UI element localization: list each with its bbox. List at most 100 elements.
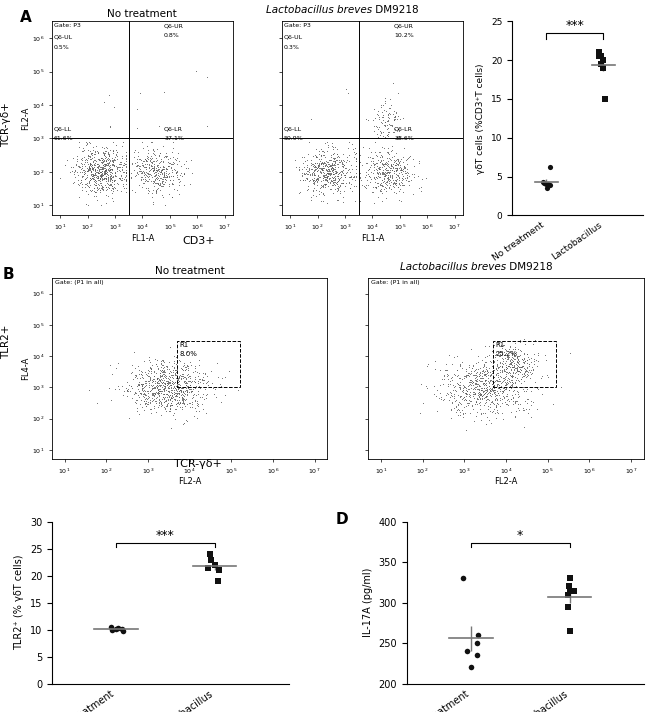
Point <box>153 157 164 168</box>
Point <box>138 167 149 179</box>
Point <box>510 346 521 357</box>
Point <box>113 161 124 172</box>
Point <box>337 148 348 159</box>
Point <box>157 377 168 389</box>
Point <box>144 164 155 176</box>
Point <box>332 170 342 182</box>
Point <box>153 150 164 162</box>
Point <box>155 385 166 397</box>
Point <box>401 172 411 184</box>
Point <box>315 155 325 167</box>
Point <box>103 169 113 181</box>
Point <box>324 169 335 180</box>
Point <box>493 372 503 383</box>
Point <box>506 372 517 383</box>
Point <box>89 169 99 181</box>
Point <box>313 170 324 182</box>
Point <box>172 167 182 179</box>
Point <box>394 179 404 190</box>
Point <box>455 390 465 402</box>
Point <box>332 148 343 159</box>
Point <box>203 375 213 387</box>
Point <box>109 175 119 187</box>
Point <box>376 149 386 160</box>
Point <box>159 199 170 211</box>
Point <box>324 160 335 172</box>
Point <box>160 370 170 381</box>
Point <box>163 389 174 401</box>
Point <box>109 167 120 178</box>
Point <box>383 115 393 127</box>
Point <box>93 162 103 174</box>
Point <box>144 159 154 170</box>
Point <box>159 388 169 399</box>
Point <box>491 358 502 370</box>
Text: Gate: (P1 in all): Gate: (P1 in all) <box>55 280 103 285</box>
Point <box>480 357 490 368</box>
Point <box>161 375 172 387</box>
Point <box>491 401 501 412</box>
Point <box>80 174 90 185</box>
Point <box>300 174 310 185</box>
Point <box>513 387 523 398</box>
Point <box>471 367 482 378</box>
Point <box>519 370 529 382</box>
Point <box>373 162 384 173</box>
Point <box>84 162 95 174</box>
Point <box>507 377 517 388</box>
Point <box>99 166 109 177</box>
Point <box>354 151 364 162</box>
Point <box>322 174 332 186</box>
Point <box>311 151 321 162</box>
Point <box>340 171 350 182</box>
Point <box>350 195 360 206</box>
Point <box>291 162 301 173</box>
Point <box>172 158 182 169</box>
Point <box>332 143 342 155</box>
Point <box>298 168 309 179</box>
Point <box>480 384 490 396</box>
Point <box>513 350 523 361</box>
Point <box>316 153 326 164</box>
Point <box>322 162 333 173</box>
Point <box>370 174 380 185</box>
Point <box>138 165 148 177</box>
Point <box>498 385 508 397</box>
Point <box>178 399 188 410</box>
Text: 0.5%: 0.5% <box>54 45 70 50</box>
Point <box>168 365 178 376</box>
Point <box>398 112 408 123</box>
Point <box>175 384 185 395</box>
Point <box>491 346 501 357</box>
Point <box>121 150 131 161</box>
Point <box>83 169 93 180</box>
Point <box>315 172 326 183</box>
Point <box>393 181 403 192</box>
Point <box>109 159 120 171</box>
Point <box>383 164 393 176</box>
Point <box>328 187 338 199</box>
Point <box>80 167 90 179</box>
Point <box>326 141 337 152</box>
Point <box>464 374 474 385</box>
Point <box>317 172 328 184</box>
Point <box>405 150 415 162</box>
Point <box>370 181 380 192</box>
Point <box>101 152 111 163</box>
Point <box>170 382 180 394</box>
Point <box>343 142 353 154</box>
Point <box>396 195 406 206</box>
Point <box>387 164 397 176</box>
Point <box>150 365 160 377</box>
Point <box>319 169 330 181</box>
Point <box>500 372 510 383</box>
Point <box>496 380 506 392</box>
Point <box>138 177 149 189</box>
Point <box>165 379 176 391</box>
Point <box>465 376 475 387</box>
Point <box>190 389 201 400</box>
Point <box>488 405 498 417</box>
Point <box>330 155 340 167</box>
Point <box>157 164 167 175</box>
Point <box>376 157 387 169</box>
